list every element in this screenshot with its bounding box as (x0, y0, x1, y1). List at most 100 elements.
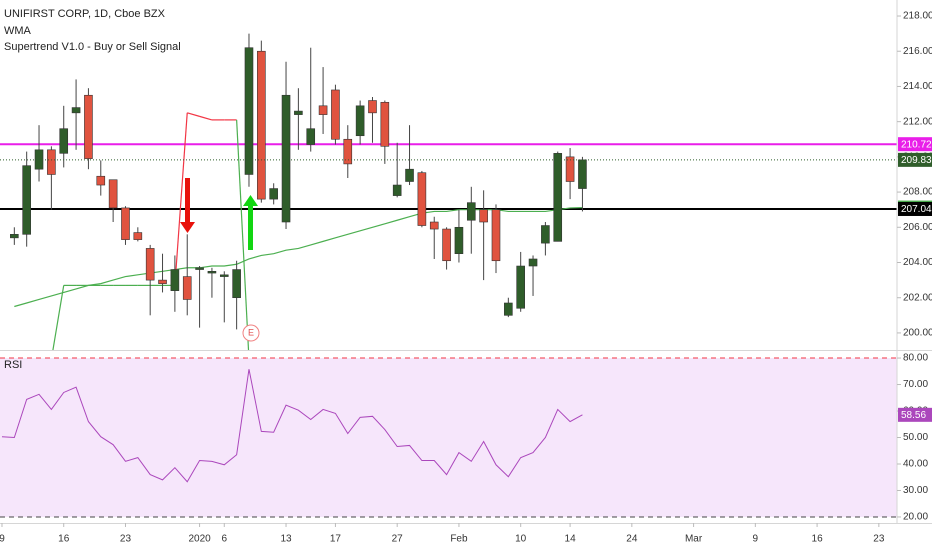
rsi-pane (0, 357, 897, 518)
price-label: 58.56 (901, 410, 926, 421)
x-tick-label: 14 (565, 534, 577, 545)
supertrend-line (199, 115, 213, 121)
price-label-bg (898, 201, 932, 216)
candle-body (121, 207, 130, 240)
x-tick-label: 23 (873, 534, 885, 545)
price-label-bg (898, 407, 932, 422)
candle-body (466, 202, 476, 221)
candle-body (528, 258, 538, 267)
candle-body (504, 302, 513, 316)
candle-body (491, 209, 501, 262)
candle-body (294, 110, 303, 115)
x-tick-label: Feb (450, 534, 468, 545)
candle-body (565, 156, 575, 182)
candle-body (553, 153, 563, 242)
x-tick-label: 9 (753, 534, 759, 545)
x-tick-label: 2020 (188, 534, 211, 545)
x-tick-label: 23 (120, 534, 132, 545)
rsi-band (0, 358, 897, 517)
price-pane (0, 33, 897, 350)
candle-body (269, 188, 278, 200)
x-tick-label: 9 (0, 534, 5, 545)
supertrend-line (236, 119, 250, 350)
price-label: 207.04 (901, 204, 932, 215)
y-tick-label: 212.00 (903, 116, 932, 127)
candle-body (182, 276, 192, 300)
candle-body (479, 209, 488, 223)
candle-body (244, 47, 254, 175)
y-tick-label: 214.00 (903, 81, 932, 92)
candle-body (442, 228, 451, 262)
candle-body (541, 225, 550, 244)
candle-body (392, 184, 402, 196)
candle-body (368, 100, 377, 114)
candle-body (516, 265, 525, 309)
signal-icons: E (180, 178, 260, 342)
x-tick-label: 16 (812, 534, 824, 545)
price-label: 210.72 (901, 139, 932, 150)
x-tick-label: 10 (515, 534, 527, 545)
candle-body (343, 138, 353, 165)
rsi-line (1, 369, 583, 483)
price-label-bg (898, 137, 932, 152)
y-tick-label: 20.00 (903, 512, 928, 523)
candle-body (158, 279, 167, 284)
candle-body (84, 94, 93, 159)
y-tick-label: 208.00 (903, 187, 932, 198)
buy-arrow (243, 195, 258, 250)
x-tick-label: 13 (280, 534, 292, 545)
y-tick-label: 40.00 (903, 459, 928, 470)
earnings-icon (242, 324, 260, 342)
candle-body (454, 226, 464, 254)
y-tick-label: 50.00 (903, 432, 928, 443)
candle-body (22, 165, 31, 235)
candle-body (47, 149, 56, 175)
x-tick-label: 27 (392, 534, 404, 545)
candle-body (578, 159, 587, 189)
candle-body (207, 271, 217, 274)
candle-body (133, 232, 143, 240)
earnings-letter: E (248, 327, 254, 337)
x-tick-label: 17 (330, 534, 342, 545)
candle-body (281, 94, 291, 223)
y-tick-label: 216.00 (903, 46, 932, 57)
sell-arrow (180, 178, 195, 233)
supertrend-line (174, 112, 188, 286)
y-tick-label: 80.00 (903, 353, 928, 364)
candle-body (108, 179, 118, 209)
candle-body (380, 101, 390, 147)
candle-body (331, 89, 340, 140)
y-tick-label: 30.00 (903, 485, 928, 496)
pane-title: RSI (4, 359, 22, 371)
candle-body (195, 267, 204, 270)
x-tick-label: Mar (685, 534, 703, 545)
x-tick-label: 24 (626, 534, 638, 545)
candle-body (170, 269, 180, 291)
chart-title: UNIFIRST CORP, 1D, Cboe BZX (4, 8, 166, 20)
y-tick-label: 218.00 (903, 11, 932, 22)
candle-body (355, 105, 365, 137)
candle-body (405, 168, 414, 182)
y-tick-label: 206.00 (903, 222, 932, 233)
price-label: 209.83 (901, 155, 932, 166)
candle-body (417, 172, 427, 226)
supertrend-line (187, 112, 200, 117)
candle-body (219, 274, 229, 277)
candle-body (232, 269, 241, 299)
y-tick-label: 200.00 (903, 328, 932, 339)
legend-entry: WMA (4, 25, 32, 37)
candle-body (59, 128, 69, 154)
y-tick-label: 202.00 (903, 292, 932, 303)
candle-body (145, 248, 155, 281)
candle-body (306, 128, 316, 145)
supertrend-line (52, 285, 65, 350)
y-tick-label: 70.00 (903, 379, 928, 390)
price-label-bg (898, 152, 932, 167)
legend-entry: Supertrend V1.0 - Buy or Sell Signal (4, 41, 181, 53)
candle-body (10, 234, 19, 239)
x-tick-label: 6 (221, 534, 227, 545)
candle-body (429, 221, 439, 230)
legend: UNIFIRST CORP, 1D, Cboe BZX WMA Supertre… (4, 8, 181, 371)
